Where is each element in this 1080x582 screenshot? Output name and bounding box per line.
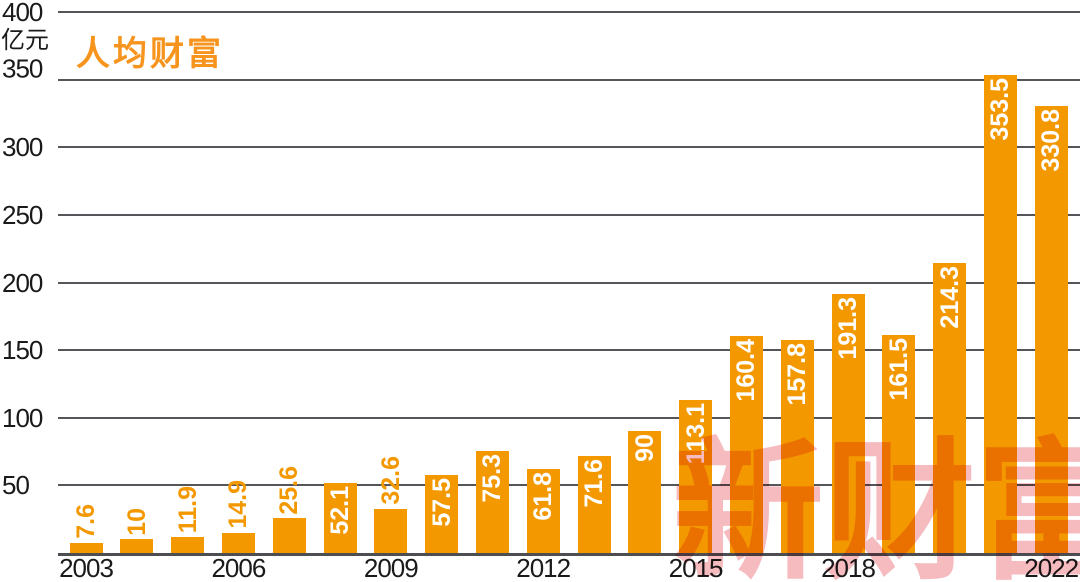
bar-value-label: 113.1 [681,403,710,465]
y-axis-unit: 亿元 [1,27,49,54]
bar [1034,105,1068,553]
y-tick-label: 100 [2,402,43,433]
x-tick-label: 2006 [211,553,266,582]
bar-value-label: 10 [122,507,151,536]
bar-value-label: 25.6 [275,465,304,515]
x-axis-baseline [58,553,1080,556]
y-tick-label: 50 [2,470,30,501]
bar [475,451,509,553]
x-tick-label: 2009 [363,553,419,582]
y-tick-label: 200 [2,267,43,298]
grid-line [58,484,1080,487]
x-tick-label: 2012 [516,553,571,582]
bar [983,74,1017,553]
bar-value-label: 157.8 [783,342,812,406]
bar-value-label: 32.6 [376,456,405,505]
bar-value-label: 75.3 [478,454,507,503]
y-tick-label: 150 [2,335,43,366]
bar [120,539,154,553]
bar [628,431,662,553]
y-tick-label: 350 [2,52,43,83]
x-tick-label: 2018 [821,553,876,582]
bar [729,336,763,553]
bar [679,400,713,553]
grid-line [58,281,1080,284]
bar-value-label: 57.5 [427,478,456,527]
bar [882,334,916,553]
bar-value-label: 191.3 [834,297,862,360]
bar-value-label: 61.8 [529,472,558,522]
grid-line [58,78,1080,81]
bar-value-label: 330.8 [1037,108,1066,172]
bar [577,456,611,553]
bar [780,339,814,553]
bar [69,542,103,553]
grid-line [58,213,1080,216]
bar [425,475,459,553]
bar [374,508,408,553]
chart-title: 人均财富 [76,35,224,73]
bar [831,294,865,553]
bar [171,536,205,553]
x-tick-label: 2003 [59,553,114,582]
grid-line [58,416,1080,419]
y-tick-label: 400 [2,0,43,27]
bar-value-label: 90 [630,434,659,463]
y-tick-label: 300 [2,132,43,163]
bar-value-label: 52.1 [326,485,354,535]
grid-line [58,146,1080,149]
bar [933,263,967,553]
grid-line [58,11,1080,13]
x-tick-label: 2015 [668,553,724,582]
bar-value-label: 7.6 [72,503,100,539]
grid-line [58,349,1080,352]
bar-value-label: 161.5 [884,337,913,401]
bar [526,469,560,553]
bar-value-label: 11.9 [173,485,202,533]
bar [221,532,255,553]
bar-value-label: 214.3 [935,266,964,329]
bar-value-label: 71.6 [580,459,608,508]
y-tick-label: 250 [2,199,43,230]
x-tick-label: 2022 [1024,553,1079,582]
bar [272,518,306,553]
bar-value-label: 14.9 [224,480,253,529]
bar-value-label: 353.5 [986,77,1015,141]
bar-value-label: 160.4 [732,339,761,402]
bar [323,482,357,553]
